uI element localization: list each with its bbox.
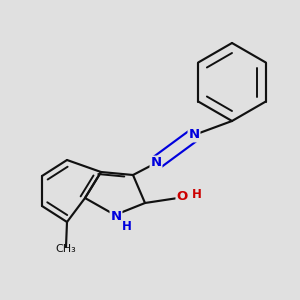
- Text: N: N: [188, 128, 200, 142]
- Text: O: O: [176, 190, 188, 203]
- Text: N: N: [110, 209, 122, 223]
- Text: H: H: [192, 188, 202, 202]
- Text: N: N: [150, 157, 162, 169]
- Text: CH₃: CH₃: [56, 244, 76, 254]
- Text: H: H: [122, 220, 131, 233]
